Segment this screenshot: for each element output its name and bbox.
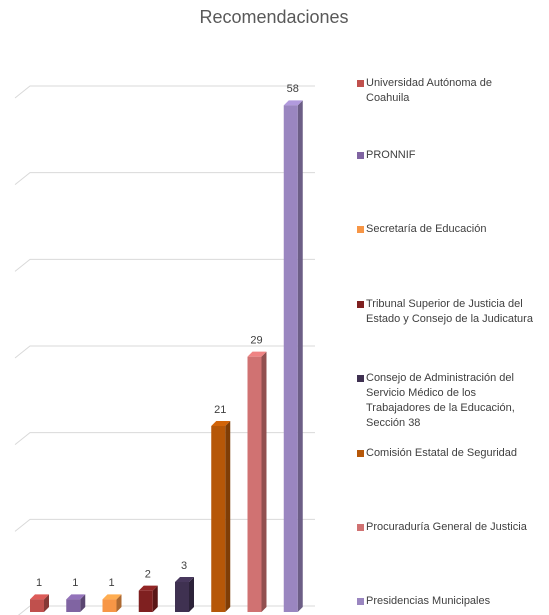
legend-label: Universidad Autónoma de Coahuila <box>366 77 492 104</box>
bar-top <box>175 577 194 582</box>
legend-label: Tribunal Superior de Justicia del Estado… <box>366 298 533 325</box>
legend-label: Procuraduría General de Justicia <box>366 521 527 533</box>
legend-label: Consejo de Administración del Servicio M… <box>366 372 515 429</box>
bar-side <box>44 594 49 612</box>
bar <box>66 599 81 612</box>
bar-top <box>247 351 267 357</box>
legend-item: Tribunal Superior de Justicia del Estado… <box>357 297 537 327</box>
bar <box>30 599 44 612</box>
legend-item: Universidad Autónoma de Coahuila <box>357 76 537 106</box>
grid-line <box>14 258 315 272</box>
legend-swatch <box>357 375 364 382</box>
data-label: 2 <box>145 569 151 581</box>
bar <box>175 582 189 612</box>
bar-side <box>80 594 86 612</box>
legend-swatch <box>357 80 364 87</box>
bar <box>283 105 298 612</box>
legend-label: Presidencias Municipales <box>366 595 491 607</box>
data-label: 58 <box>287 83 299 95</box>
legend-swatch <box>357 152 364 159</box>
bar <box>102 599 117 612</box>
data-label: 29 <box>250 335 262 347</box>
legend-swatch <box>357 598 364 605</box>
legend-swatch <box>357 450 364 457</box>
grid-line <box>14 432 315 446</box>
legend-item: Secretaría de Educación <box>357 222 537 237</box>
grid-line <box>14 518 315 532</box>
grid-line <box>14 172 315 186</box>
bar-top <box>283 100 303 106</box>
bar-side <box>189 577 194 612</box>
bar-top <box>30 594 49 600</box>
bar-top <box>66 594 86 600</box>
bar <box>247 356 262 612</box>
grid-line <box>14 345 315 359</box>
data-label: 1 <box>72 577 78 589</box>
bar-side <box>225 421 231 612</box>
legend-label: Secretaría de Educación <box>366 223 487 235</box>
grid-line <box>14 85 315 99</box>
bar <box>211 426 226 612</box>
legend-swatch <box>357 524 364 531</box>
legend-item: Comisión Estatal de Seguridad <box>357 446 537 461</box>
legend-label: PRONNIF <box>366 149 416 161</box>
legend-item: Procuraduría General de Justicia <box>357 520 537 535</box>
legend-label: Comisión Estatal de Seguridad <box>366 447 518 459</box>
grid-line <box>17 605 315 615</box>
data-label: 1 <box>108 577 114 589</box>
chart-title: Recomendaciones <box>199 7 348 27</box>
bar-top <box>211 421 231 426</box>
bar-side <box>261 351 267 612</box>
data-label: 1 <box>36 577 42 589</box>
bar <box>138 590 153 612</box>
bar-side <box>116 594 122 612</box>
legend-item: Presidencias Municipales <box>357 594 537 609</box>
bar-top <box>138 585 158 591</box>
bar-top <box>102 594 122 600</box>
legend-swatch <box>357 301 364 308</box>
legend-item: Consejo de Administración del Servicio M… <box>357 371 537 431</box>
bar-side <box>297 100 303 612</box>
legend-swatch <box>357 226 364 233</box>
legend-item: PRONNIF <box>357 148 537 163</box>
bar-side <box>152 585 158 612</box>
data-label: 3 <box>181 560 187 572</box>
data-label: 21 <box>214 404 226 416</box>
